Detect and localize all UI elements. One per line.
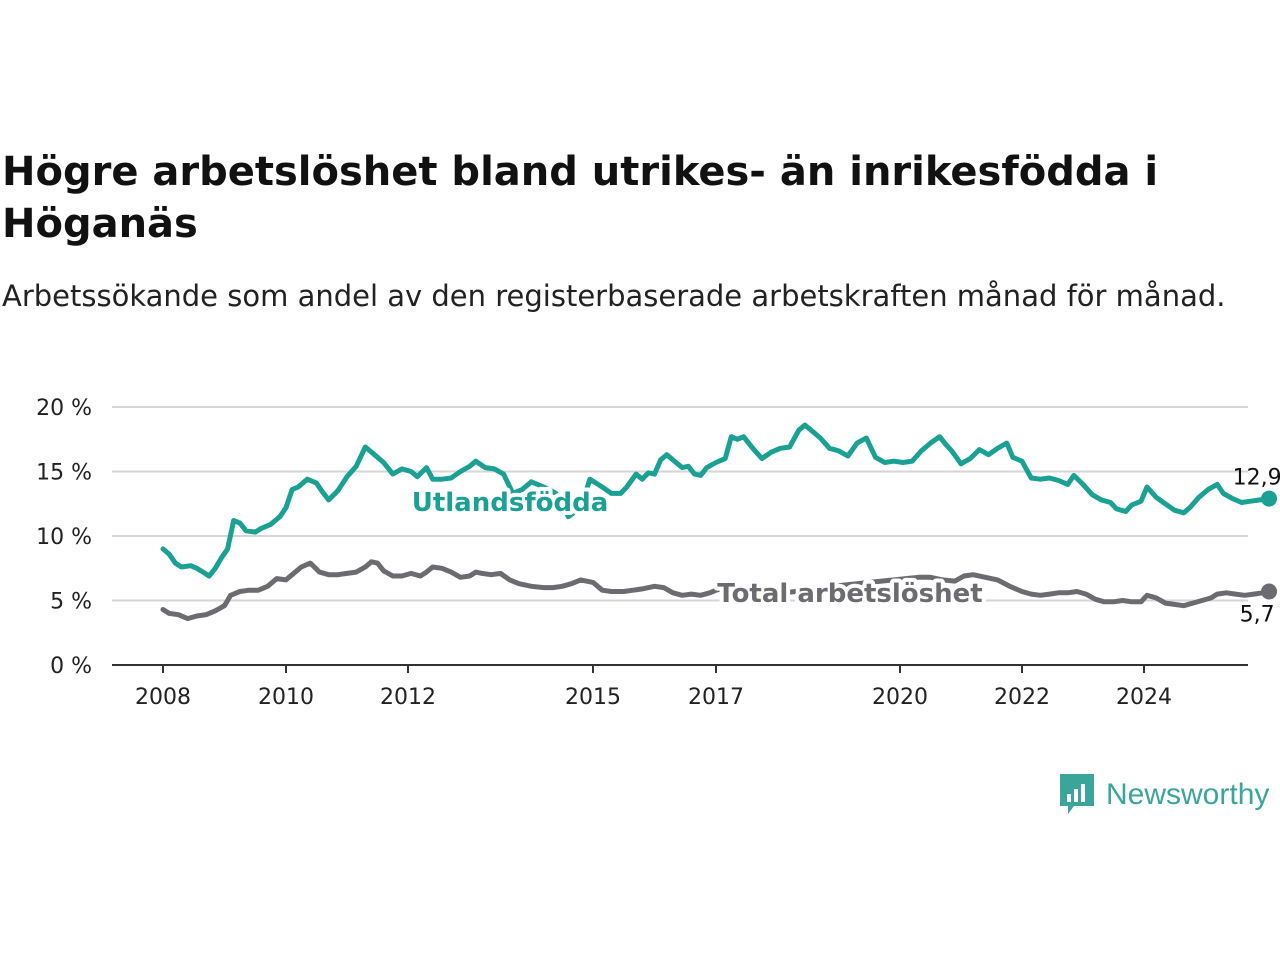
y-axis-ticks: 0 % 5 % 10 % 15 % 20 %	[36, 396, 92, 679]
x-tick-label-2022: 2022	[994, 685, 1050, 710]
grid-lines	[112, 406, 1248, 602]
newsworthy-logo-icon	[1060, 774, 1094, 814]
x-tick-label-2010: 2010	[258, 685, 314, 710]
series-end-point-1	[1261, 583, 1278, 600]
x-tick-label-2024: 2024	[1116, 685, 1172, 710]
x-tick-label-2020: 2020	[872, 685, 928, 710]
x-axis-ticks: 2008 2010 2012 2015 2017 2020 2022 2024	[135, 665, 1172, 710]
x-tick-label-2012: 2012	[380, 685, 436, 710]
x-tick-label-2015: 2015	[565, 685, 621, 710]
y-tick-label-20: 20 %	[36, 396, 92, 421]
series-end-label-1: 5,7 %	[1240, 602, 1280, 627]
y-tick-label-5: 5 %	[50, 590, 92, 615]
chart-title: Högre arbetslöshet bland utrikes- än inr…	[2, 149, 1159, 247]
brand-name: Newsworthy	[1106, 778, 1270, 811]
series-end-label-0: 12,9 %	[1233, 466, 1280, 491]
series-line-1	[160, 559, 1272, 622]
x-tick-label-2017: 2017	[688, 685, 744, 710]
newsworthy-logo: Newsworthy	[1058, 772, 1269, 818]
series-lines	[160, 422, 1278, 622]
x-tick-label-2008: 2008	[135, 685, 191, 710]
series-line-0	[160, 422, 1272, 579]
line-chart: 0 %5 %10 %15 %20 % 2008 2010 2012 2015 2017 2…	[36, 396, 1280, 710]
series-name-label-0: Utlandsfödda	[412, 488, 609, 518]
y-tick-label-10: 10 %	[36, 525, 92, 550]
series-name-halo-1: Total arbetslöshet	[717, 579, 982, 609]
y-tick-label-15: 15 %	[36, 461, 92, 486]
series-end-point-0	[1261, 490, 1278, 507]
chart-subtitle: Arbetssökande som andel av den registerb…	[2, 279, 1226, 313]
series-name-halo-0: Utlandsfödda	[412, 488, 609, 518]
series-name-label-1: Total arbetslöshet	[717, 579, 982, 609]
y-tick-label-0: 0 %	[50, 654, 92, 679]
series-labels: 12,9 %5,7 %UtlandsföddaUtlandsföddaTotal…	[408, 466, 1280, 628]
